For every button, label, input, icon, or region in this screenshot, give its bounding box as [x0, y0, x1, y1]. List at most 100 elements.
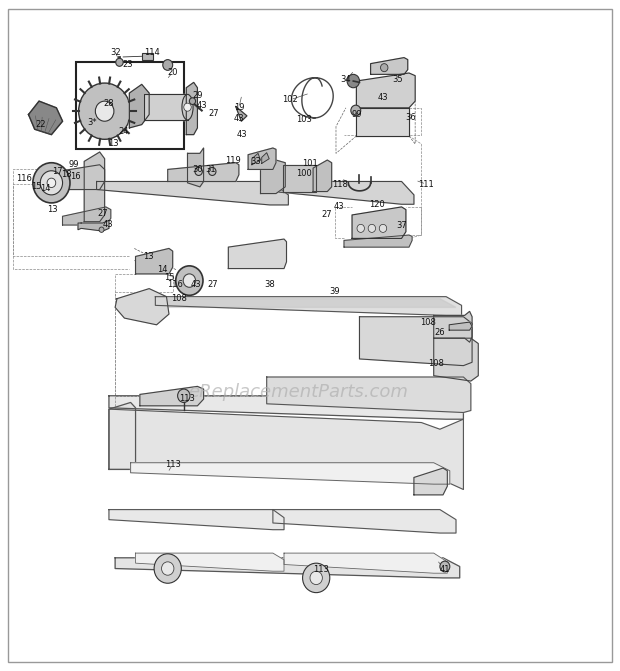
Text: 27: 27 — [209, 109, 219, 117]
Circle shape — [177, 389, 190, 403]
Polygon shape — [97, 181, 288, 205]
Text: 13: 13 — [143, 252, 153, 261]
Polygon shape — [344, 235, 412, 247]
Ellipse shape — [182, 95, 193, 120]
Text: 27: 27 — [207, 280, 218, 289]
Circle shape — [195, 168, 202, 175]
Text: 102: 102 — [282, 95, 298, 104]
Circle shape — [163, 60, 172, 70]
Text: 103: 103 — [296, 115, 312, 124]
Text: 43: 43 — [234, 114, 244, 123]
Text: 43: 43 — [102, 220, 113, 229]
Polygon shape — [156, 297, 461, 315]
Circle shape — [79, 83, 131, 140]
Circle shape — [347, 74, 360, 88]
Circle shape — [440, 561, 450, 572]
Text: 111: 111 — [418, 180, 434, 189]
Circle shape — [175, 266, 203, 295]
Circle shape — [183, 274, 195, 287]
Text: 30: 30 — [192, 165, 203, 174]
Text: 43: 43 — [197, 101, 208, 110]
Text: 27: 27 — [97, 209, 108, 218]
Text: 29: 29 — [192, 91, 203, 100]
Polygon shape — [63, 207, 111, 225]
Text: 27: 27 — [321, 211, 332, 219]
Polygon shape — [109, 403, 136, 470]
Polygon shape — [140, 386, 203, 406]
Text: 113: 113 — [165, 460, 180, 468]
Circle shape — [95, 101, 114, 121]
Polygon shape — [115, 289, 169, 325]
Circle shape — [208, 168, 216, 175]
Text: 43: 43 — [378, 93, 388, 101]
Text: 13: 13 — [46, 205, 58, 214]
Text: 116: 116 — [16, 174, 32, 183]
Text: 32: 32 — [110, 48, 120, 57]
Polygon shape — [168, 163, 239, 181]
Bar — [76, 62, 184, 150]
Text: 108: 108 — [420, 317, 435, 327]
Polygon shape — [37, 165, 105, 189]
Text: 23: 23 — [122, 60, 133, 69]
Text: 15: 15 — [31, 183, 41, 191]
Circle shape — [379, 224, 387, 232]
Circle shape — [189, 98, 195, 105]
Polygon shape — [371, 58, 408, 74]
Polygon shape — [236, 107, 247, 121]
Polygon shape — [248, 148, 276, 170]
Polygon shape — [313, 160, 332, 191]
Polygon shape — [267, 181, 414, 204]
Circle shape — [310, 571, 322, 584]
Text: 114: 114 — [144, 48, 160, 57]
Text: 24: 24 — [118, 127, 128, 136]
Text: 108: 108 — [171, 293, 187, 303]
Polygon shape — [267, 377, 471, 413]
Text: 36: 36 — [405, 113, 415, 122]
Polygon shape — [136, 553, 284, 571]
Polygon shape — [162, 299, 456, 307]
Circle shape — [40, 171, 63, 195]
Text: 14: 14 — [40, 184, 50, 193]
Text: 118: 118 — [332, 180, 348, 189]
Circle shape — [351, 105, 361, 116]
Text: 14: 14 — [157, 265, 168, 274]
Text: 35: 35 — [392, 75, 403, 84]
Text: 19: 19 — [234, 103, 244, 112]
Polygon shape — [356, 108, 409, 136]
Polygon shape — [131, 463, 450, 484]
Text: 38: 38 — [264, 280, 275, 289]
Polygon shape — [186, 83, 197, 135]
Circle shape — [154, 554, 181, 583]
Text: 34: 34 — [340, 75, 351, 84]
Polygon shape — [29, 101, 63, 135]
Text: 100: 100 — [296, 169, 312, 178]
Text: 99: 99 — [352, 110, 362, 119]
Circle shape — [303, 563, 330, 592]
Polygon shape — [136, 248, 172, 274]
Polygon shape — [260, 160, 285, 193]
Polygon shape — [284, 553, 448, 573]
Text: 13: 13 — [108, 140, 118, 148]
Circle shape — [357, 224, 365, 232]
Text: 18: 18 — [61, 170, 71, 179]
Text: 43: 43 — [333, 203, 343, 211]
Text: 31: 31 — [206, 165, 216, 174]
Text: 108: 108 — [428, 359, 444, 368]
Bar — [142, 53, 153, 60]
Polygon shape — [228, 239, 286, 268]
Circle shape — [33, 163, 70, 203]
Text: 20: 20 — [167, 68, 178, 77]
Polygon shape — [449, 322, 472, 330]
Polygon shape — [414, 468, 448, 495]
Polygon shape — [352, 207, 406, 238]
Text: 17: 17 — [52, 167, 63, 176]
Text: 101: 101 — [302, 159, 318, 168]
Text: 28: 28 — [104, 99, 114, 107]
Polygon shape — [84, 152, 105, 221]
Polygon shape — [360, 317, 472, 366]
Circle shape — [162, 562, 174, 575]
Text: eReplacementParts.com: eReplacementParts.com — [188, 383, 407, 401]
Polygon shape — [78, 220, 109, 231]
Polygon shape — [262, 153, 269, 164]
Text: 16: 16 — [70, 172, 81, 180]
